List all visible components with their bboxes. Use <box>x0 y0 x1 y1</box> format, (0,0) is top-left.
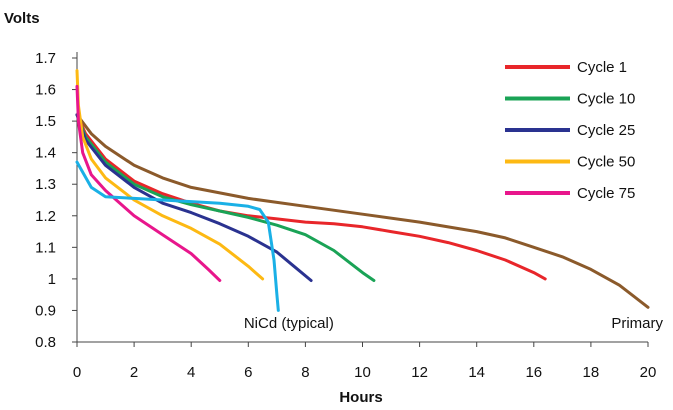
series-line-cycle-50 <box>75 69 265 281</box>
series-line-nicd-typical <box>75 160 280 312</box>
x-ticks: 0 2 4 6 8 10 12 14 16 18 20 <box>73 342 657 381</box>
legend-label-cycle-50: Cycle 50 <box>577 154 635 171</box>
series-line-cycle-10 <box>75 113 376 282</box>
x-tick-label: 16 <box>525 364 542 381</box>
x-tick-label: 4 <box>187 364 195 381</box>
x-tick-label: 14 <box>468 364 485 381</box>
y-tick-label: 1 <box>48 271 56 288</box>
x-tick-label: 8 <box>301 364 309 381</box>
y-tick-label: 1.6 <box>35 82 56 99</box>
y-tick-label: 1.1 <box>35 239 56 256</box>
y-tick-label: 0.8 <box>35 334 56 351</box>
y-tick-label: 0.9 <box>35 302 56 319</box>
legend-label-cycle-75: Cycle 75 <box>577 185 635 202</box>
annotation-label: Primary <box>611 315 663 332</box>
legend-label-cycle-10: Cycle 10 <box>577 91 635 108</box>
annotation-label: NiCd (typical) <box>244 315 334 332</box>
x-tick-label: 10 <box>354 364 371 381</box>
x-tick-label: 20 <box>640 364 657 381</box>
x-tick-label: 18 <box>583 364 600 381</box>
legend: Cycle 1 Cycle 10 Cycle 25 Cycle 50 Cycle 75 <box>505 59 635 202</box>
y-ticks: 0.8 0.9 1 1.1 1.2 1.3 1.4 1.5 1.6 1.7 <box>35 50 77 351</box>
y-axis-title: Volts <box>4 10 40 27</box>
y-tick-label: 1.4 <box>35 145 56 162</box>
x-tick-label: 2 <box>130 364 138 381</box>
y-tick-label: 1.7 <box>35 50 56 67</box>
series-line-cycle-1 <box>75 113 547 281</box>
series-line-primary <box>75 113 650 309</box>
x-tick-label: 6 <box>244 364 252 381</box>
annotations: NiCd (typical) Primary <box>244 315 664 332</box>
series-line-cycle-75 <box>75 84 222 282</box>
y-tick-label: 1.2 <box>35 208 56 225</box>
y-tick-label: 1.5 <box>35 113 56 130</box>
y-tick-label: 1.3 <box>35 176 56 193</box>
series-line-cycle-25 <box>75 113 313 282</box>
x-tick-label: 12 <box>411 364 428 381</box>
legend-label-cycle-1: Cycle 1 <box>577 59 627 76</box>
series-lines <box>75 69 650 312</box>
legend-label-cycle-25: Cycle 25 <box>577 122 635 139</box>
x-axis-title: Hours <box>339 389 382 406</box>
x-tick-label: 0 <box>73 364 81 381</box>
